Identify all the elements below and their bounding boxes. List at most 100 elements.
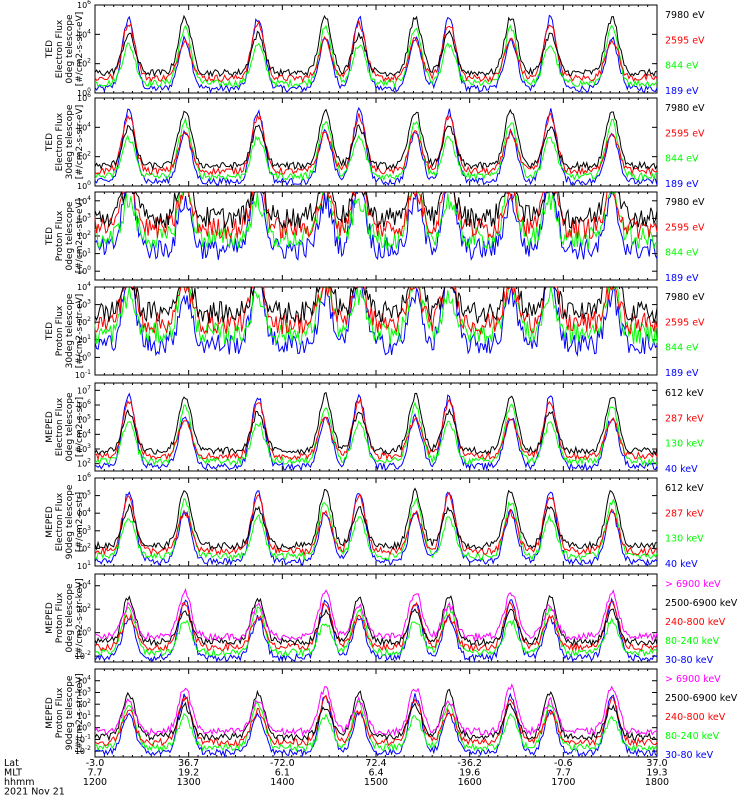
series-line-4 xyxy=(94,700,658,753)
x-row-value: 37.0 xyxy=(646,758,667,769)
y-tick-label: 100 xyxy=(77,87,91,98)
x-axis: LatMLThhmm-3.07.7120036.719.21300-72.06.… xyxy=(4,758,669,798)
legend-entry: 130 keV xyxy=(665,439,704,450)
y-tick-label: 106 xyxy=(77,92,91,103)
x-row-value: -36.2 xyxy=(457,758,482,769)
y-axis-label: TEDProton Flux30deg telescope[#/cm2-s-st… xyxy=(45,293,85,368)
legend-entry: 2595 eV xyxy=(665,128,705,139)
series-line-1 xyxy=(94,285,658,324)
y-axis-label: TEDProton Flux0deg telescope[#/cm2-s-str… xyxy=(45,199,85,274)
legend-entry: 30-80 keV xyxy=(665,750,714,761)
series-line-1 xyxy=(94,683,658,737)
legend-entry: 189 eV xyxy=(665,273,699,284)
series-line-3 xyxy=(94,601,658,652)
x-row-value: 1500 xyxy=(364,777,388,788)
y-tick-label: 103 xyxy=(77,525,91,536)
y-tick-label: 102 xyxy=(77,58,91,69)
legend-entry: 612 keV xyxy=(665,483,704,494)
series-line-1 xyxy=(94,14,658,78)
y-tick-label: 103 xyxy=(77,686,91,697)
legend-entry: 7980 eV xyxy=(665,10,705,21)
x-row-label: MLT xyxy=(4,768,22,779)
legend-entry: 2500-6900 keV xyxy=(665,598,738,609)
legend-entry: 240-800 keV xyxy=(665,617,726,628)
y-tick-label: 104 xyxy=(77,675,91,686)
legend-entry: 612 keV xyxy=(665,388,704,399)
y-tick-label: 102 xyxy=(77,316,91,327)
series-line-3 xyxy=(94,24,658,89)
x-row-value: -72.0 xyxy=(270,758,295,769)
x-row-value: 19.2 xyxy=(178,768,199,779)
y-tick-label: 100 xyxy=(77,265,91,276)
legend-entry: 30-80 keV xyxy=(665,655,714,666)
y-tick-label: 101 xyxy=(77,248,91,259)
series-line-2 xyxy=(94,112,658,176)
x-row-value: 36.7 xyxy=(178,758,199,769)
legend-entry: 189 eV xyxy=(665,179,699,190)
legend-entry: 844 eV xyxy=(665,248,699,259)
y-tick-label: 10-2 xyxy=(75,745,91,756)
legend-entry: 7980 eV xyxy=(665,197,705,208)
series-line-1 xyxy=(94,587,658,642)
y-tick-label: 102 xyxy=(77,698,91,709)
legend-entry: 7980 eV xyxy=(665,103,705,114)
y-tick-label: 104 xyxy=(77,428,91,439)
legend-entry: 40 keV xyxy=(665,464,698,475)
legend-entry: 2595 eV xyxy=(665,222,705,233)
y-tick-label: 105 xyxy=(77,490,91,501)
y-tick-label: 10-2 xyxy=(75,650,91,661)
series-line-3 xyxy=(94,497,658,562)
y-axis-label: TEDElectron Flux0deg telescope[#/cm2-s-s… xyxy=(45,12,85,87)
y-tick-label: 101 xyxy=(77,334,91,345)
x-row-value: 1600 xyxy=(458,777,482,788)
legend-entry: 2595 eV xyxy=(665,317,705,328)
legend-entry: 189 eV xyxy=(665,368,699,379)
legend-entry: 80-240 keV xyxy=(665,731,720,742)
panel-1: 100 102 104 106 TEDElectron Flux0deg telesco… xyxy=(45,0,705,98)
y-tick-label: 104 xyxy=(77,281,91,292)
legend-entry: 7980 eV xyxy=(665,292,705,303)
y-tick-label: 104 xyxy=(77,121,91,132)
legend-entry: > 6900 keV xyxy=(665,674,721,685)
legend-entry: > 6900 keV xyxy=(665,579,721,590)
y-tick-label: 102 xyxy=(77,542,91,553)
y-tick-label: 100 xyxy=(77,627,91,638)
y-tick-label: 102 xyxy=(77,458,91,469)
date-label: 2021 Nov 21 xyxy=(4,787,65,798)
legend-entry: 287 keV xyxy=(665,508,704,519)
x-row-value: 6.1 xyxy=(275,768,290,779)
y-axis-label: MEPEDProton Flux0deg telescope[#/cm2-s-s… xyxy=(45,578,85,657)
series-line-5 xyxy=(94,692,658,758)
y-tick-label: 104 xyxy=(77,507,91,518)
series-line-5 xyxy=(94,597,658,663)
y-tick-label: 100 xyxy=(77,351,91,362)
legend-entry: 240-800 keV xyxy=(665,712,726,723)
y-tick-label: 103 xyxy=(77,212,91,223)
series-line-2 xyxy=(94,397,658,461)
x-row-label: hhmm xyxy=(4,777,35,788)
series-line-1 xyxy=(94,108,658,171)
y-tick-label: 102 xyxy=(77,603,91,614)
x-row-value: 7.7 xyxy=(556,768,571,779)
x-row-value: 6.4 xyxy=(368,768,383,779)
legend-entry: 287 keV xyxy=(665,413,704,424)
x-row-value: -3.0 xyxy=(86,758,105,769)
series-line-2 xyxy=(94,491,658,557)
y-tick-label: 101 xyxy=(77,560,91,571)
y-tick-label: 102 xyxy=(77,151,91,162)
y-tick-label: 103 xyxy=(77,443,91,454)
x-row-value: 19.3 xyxy=(646,768,667,779)
x-row-value: 72.4 xyxy=(365,758,386,769)
x-row-value: 1200 xyxy=(83,777,107,788)
x-row-value: 19.6 xyxy=(459,768,480,779)
series-line-1 xyxy=(94,190,658,230)
series-line-2 xyxy=(94,594,658,647)
y-tick-label: 101 xyxy=(77,710,91,721)
series-line-1 xyxy=(94,487,658,551)
y-tick-label: 106 xyxy=(77,472,91,483)
